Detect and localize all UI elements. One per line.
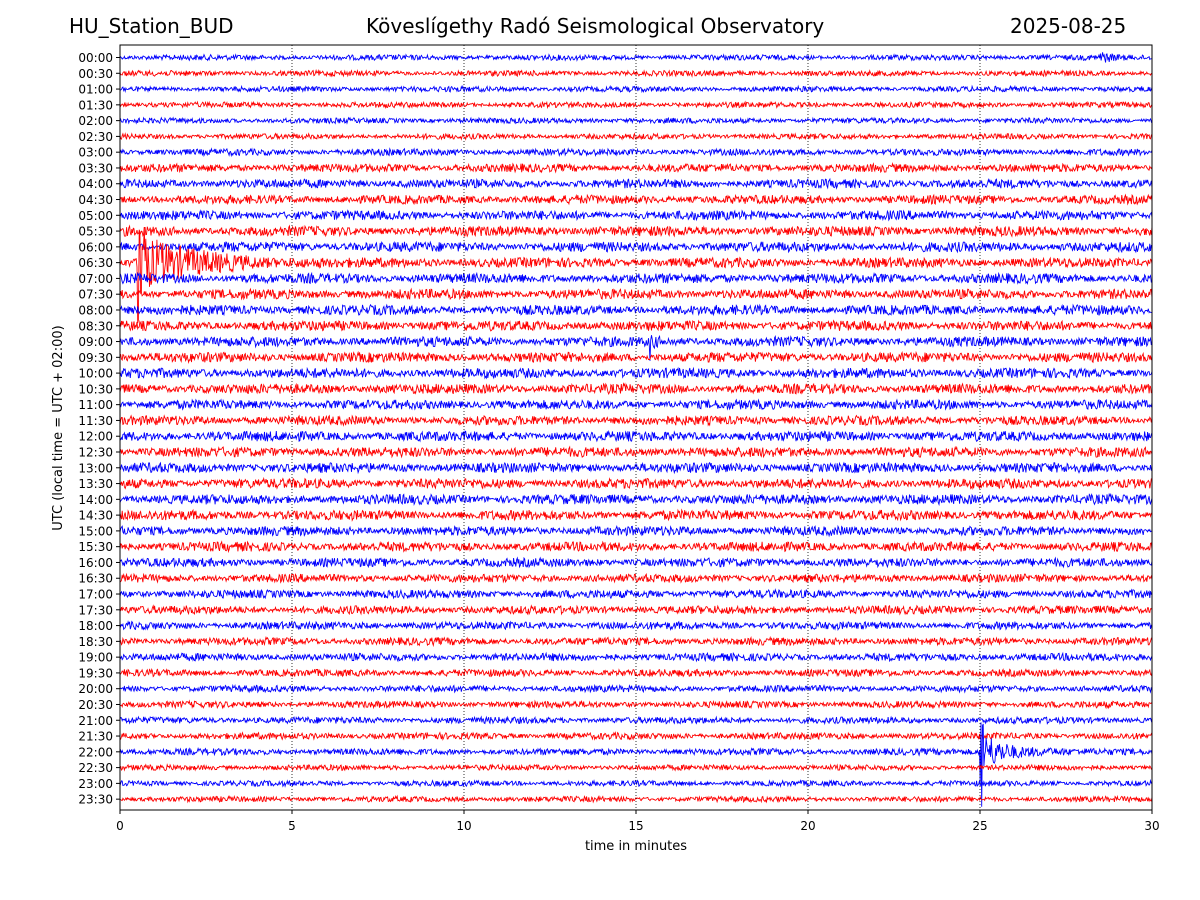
trace-row-1830 [119,635,1153,648]
y-tick-label: 02:00 [78,114,113,128]
x-tick-label: 20 [800,819,815,833]
trace-row-0330 [119,162,1153,174]
x-tick-label: 30 [1144,819,1159,833]
y-tick-label: 18:30 [78,635,113,649]
trace-row-0300 [119,147,1153,158]
observatory-title: Köveslígethy Radó Seismological Observat… [366,14,825,38]
trace-row-1530 [119,540,1153,554]
y-tick-label: 16:00 [78,556,113,570]
y-tick-label: 09:00 [78,335,113,349]
trace-row-1900 [119,651,1153,663]
y-tick-label: 08:00 [78,303,113,317]
y-tick-label: 05:30 [78,225,113,239]
y-tick-label: 14:00 [78,493,113,507]
y-tick-label: 19:00 [78,651,113,665]
trace-row-0830 [119,319,1153,332]
y-tick-label: 19:30 [78,666,113,680]
y-tick-label: 13:00 [78,461,113,475]
y-tick-label: 22:30 [78,761,113,775]
x-tick-label: 5 [288,819,296,833]
trace-row-2000 [119,683,1153,694]
x-axis-label: time in minutes [585,839,687,854]
y-tick-label: 07:30 [78,288,113,302]
y-tick-label: 03:30 [78,161,113,175]
x-tick-label: 0 [116,819,124,833]
trace-row-0430 [119,193,1153,206]
trace-row-1630 [119,572,1153,584]
y-tick-label: 20:30 [78,698,113,712]
y-tick-label: 23:30 [78,793,113,807]
y-tick-label: 00:30 [78,67,113,81]
y-tick-label: 02:30 [78,130,113,144]
y-tick-label: 12:00 [78,430,113,444]
x-axis-ticks: 0 5 10 15 20 25 30 [116,810,1160,833]
y-tick-label: 13:30 [78,477,113,491]
y-tick-label: 06:00 [78,240,113,254]
y-tick-label: 22:00 [78,745,113,759]
y-tick-label: 01:00 [78,83,113,97]
grid-lines [291,45,981,810]
trace-row-1030 [119,382,1153,396]
trace-row-1100 [119,398,1153,411]
y-tick-label: 09:30 [78,351,113,365]
trace-row-1000 [119,366,1153,380]
y-tick-label: 08:30 [78,319,113,333]
trace-row-0400 [119,177,1153,190]
trace-row-1200 [119,429,1153,443]
trace-row-0700 [119,271,1153,286]
y-tick-label: 10:00 [78,367,113,381]
y-tick-label: 00:00 [78,51,113,65]
y-tick-label: 11:00 [78,398,113,412]
y-tick-label: 16:30 [78,572,113,586]
trace-row-2330 [119,794,1153,804]
y-tick-label: 01:30 [78,98,113,112]
y-tick-label: 06:30 [78,256,113,270]
y-tick-label: 04:30 [78,193,113,207]
trace-row-0530 [119,224,1153,238]
x-tick-label: 25 [972,819,987,833]
y-tick-label: 15:30 [78,540,113,554]
trace-row-2100 [119,715,1153,726]
x-tick-label: 15 [628,819,643,833]
trace-row-1800 [119,620,1153,632]
y-tick-label: 21:30 [78,730,113,744]
y-tick-label: 11:30 [78,414,113,428]
trace-row-1930 [119,667,1153,679]
station-name: HU_Station_BUD [69,14,234,38]
y-tick-label: 04:00 [78,177,113,191]
y-tick-label: 15:00 [78,524,113,538]
trace-row-1300 [119,461,1153,475]
trace-row-2230 [119,763,1153,772]
y-tick-label: 17:00 [78,588,113,602]
trace-row-0500 [119,209,1153,222]
record-date: 2025-08-25 [1010,14,1127,38]
y-tick-label: 12:30 [78,446,113,460]
trace-row-2030 [119,699,1153,710]
y-tick-label: 07:00 [78,272,113,286]
trace-row-2130 [119,731,1153,741]
y-tick-label: 17:30 [78,603,113,617]
trace-row-0730 [119,287,1153,301]
y-tick-label: 14:30 [78,509,113,523]
y-axis-label: UTC (local time = UTC + 02:00) [51,325,66,530]
trace-row-1430 [119,508,1153,522]
y-tick-label: 10:30 [78,382,113,396]
trace-row-1600 [119,556,1153,569]
y-tick-label: 23:00 [78,777,113,791]
y-tick-label: 21:00 [78,714,113,728]
y-tick-label: 05:00 [78,209,113,223]
trace-row-1230 [119,445,1153,459]
y-tick-label: 18:00 [78,619,113,633]
x-tick-label: 10 [456,819,471,833]
y-tick-label: 03:00 [78,146,113,160]
y-tick-label: 20:00 [78,682,113,696]
